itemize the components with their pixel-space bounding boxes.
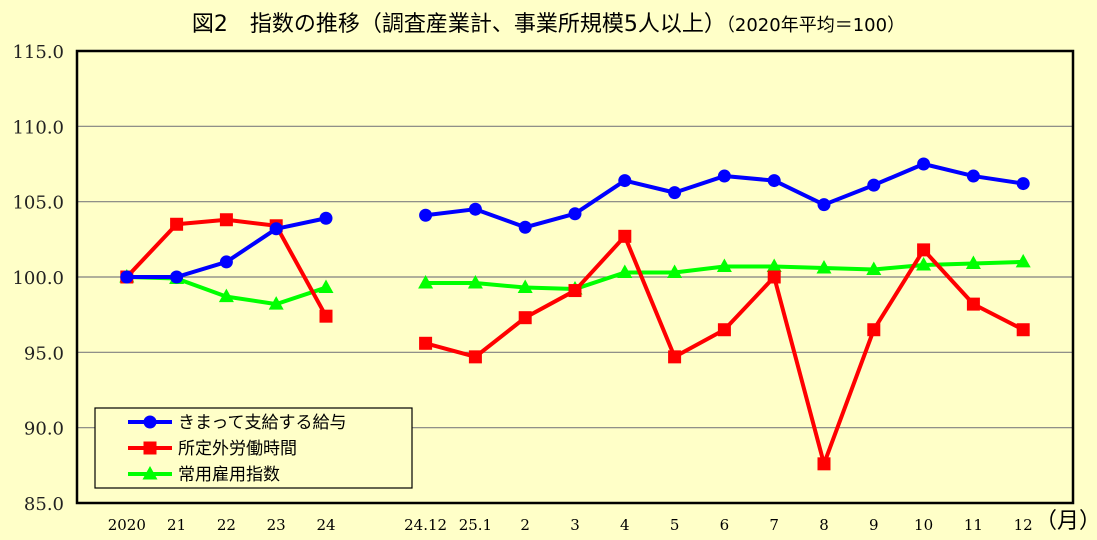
circle-marker — [269, 222, 283, 236]
circle-marker — [568, 207, 582, 221]
x-tick-label: 24.12 — [404, 516, 447, 534]
x-tick-label: 9 — [869, 516, 879, 534]
legend-item-employment: 常用雇用指数 — [128, 465, 280, 485]
square-marker — [767, 270, 781, 284]
chart-title: 図2 指数の推移（調査産業計、事業所規模5人以上）（2020年平均＝100） — [0, 6, 1097, 38]
x-tick-label: 25.1 — [459, 516, 492, 534]
series-wages — [120, 157, 1030, 284]
square-marker — [817, 457, 831, 471]
y-tick-label: 110.0 — [12, 117, 64, 138]
gridlines — [77, 125, 1073, 429]
triangle-marker — [218, 288, 234, 303]
circle-marker — [618, 174, 632, 188]
circle-marker — [867, 178, 881, 192]
square-marker — [170, 217, 184, 231]
y-tick-label: 105.0 — [12, 193, 64, 214]
square-marker — [219, 213, 233, 227]
y-tick-label: 100.0 — [12, 268, 64, 289]
triangle-marker — [467, 275, 483, 289]
square-marker — [618, 229, 632, 243]
x-tick-label: 6 — [720, 516, 730, 534]
legend-label: 所定外労働時間 — [178, 439, 297, 459]
y-tick-label: 85.0 — [24, 494, 64, 515]
legend-item-overtime: 所定外労働時間 — [128, 439, 297, 459]
triangle-marker — [1015, 253, 1031, 268]
x-axis: 2020 21 22 23 24 24.12 25.1 2 3 4 5 6 7 8 9 10 11 12 — [108, 516, 1033, 534]
plot-area-border — [75, 49, 1075, 505]
circle-marker — [120, 270, 134, 284]
legend-label: 常用雇用指数 — [178, 465, 280, 485]
series-employment — [119, 253, 1031, 310]
x-tick-label: 23 — [267, 516, 286, 534]
x-tick-label: 3 — [570, 516, 580, 534]
circle-marker — [668, 186, 682, 200]
chart-title-main: 図2 指数の推移（調査産業計、事業所規模5人以上） — [191, 12, 726, 37]
square-marker — [717, 323, 731, 337]
square-marker — [468, 350, 482, 364]
square-marker — [917, 243, 931, 257]
square-marker — [668, 350, 682, 364]
x-tick-label: 2020 — [108, 516, 146, 534]
triangle-marker — [766, 258, 782, 272]
triangle-marker — [916, 256, 932, 271]
circle-marker — [419, 208, 433, 222]
triangle-marker — [866, 261, 882, 275]
triangle-marker — [816, 259, 832, 274]
triangle-marker — [965, 255, 981, 269]
circle-marker — [817, 198, 831, 212]
triangle-marker — [318, 279, 334, 294]
triangle-marker — [667, 264, 683, 278]
x-tick-label: 4 — [620, 516, 630, 534]
x-tick-label: 12 — [1014, 516, 1033, 534]
square-marker — [1016, 323, 1030, 337]
series-group — [119, 157, 1031, 471]
circle-marker — [717, 169, 731, 183]
x-tick-label: 11 — [964, 516, 983, 534]
x-tick-label: 10 — [914, 516, 933, 534]
square-marker — [319, 309, 333, 323]
circle-marker — [219, 255, 233, 269]
legend-label: きまって支給する給与 — [178, 413, 346, 433]
circle-marker — [767, 174, 781, 188]
circle-marker — [1016, 177, 1030, 191]
legend-circle-icon — [143, 415, 157, 429]
circle-marker — [917, 157, 931, 171]
y-tick-label: 90.0 — [24, 419, 64, 440]
triangle-marker — [268, 296, 284, 310]
square-marker — [966, 297, 980, 311]
x-tick-label: 7 — [769, 516, 779, 534]
circle-marker — [468, 202, 482, 216]
square-marker — [568, 284, 582, 298]
triangle-marker — [617, 264, 633, 278]
y-tick-label: 95.0 — [24, 343, 64, 364]
legend-square-icon — [143, 441, 157, 455]
x-tick-label: 8 — [819, 516, 829, 534]
legend-item-wages: きまって支給する給与 — [128, 413, 346, 433]
triangle-marker — [418, 275, 434, 289]
square-marker — [518, 311, 532, 325]
x-tick-label: 5 — [670, 516, 680, 534]
circle-marker — [170, 270, 184, 284]
circle-marker — [319, 211, 333, 225]
x-tick-label: 21 — [167, 516, 186, 534]
triangle-marker — [517, 279, 533, 294]
circle-marker — [518, 220, 532, 234]
x-tick-label: 24 — [316, 516, 335, 534]
square-marker — [867, 323, 881, 337]
x-tick-label: 22 — [217, 516, 236, 534]
circle-marker — [966, 169, 980, 183]
x-tick-label: 2 — [520, 516, 530, 534]
square-marker — [419, 336, 433, 350]
y-tick-label: 115.0 — [12, 42, 64, 63]
legend-triangle-icon — [142, 466, 158, 480]
x-axis-unit-label: （月） — [1035, 509, 1097, 534]
y-axis: 115.0 110.0 105.0 100.0 95.0 90.0 85.0 — [12, 42, 64, 515]
chart-title-sub: （2020年平均＝100） — [725, 15, 906, 36]
triangle-marker — [716, 258, 732, 272]
